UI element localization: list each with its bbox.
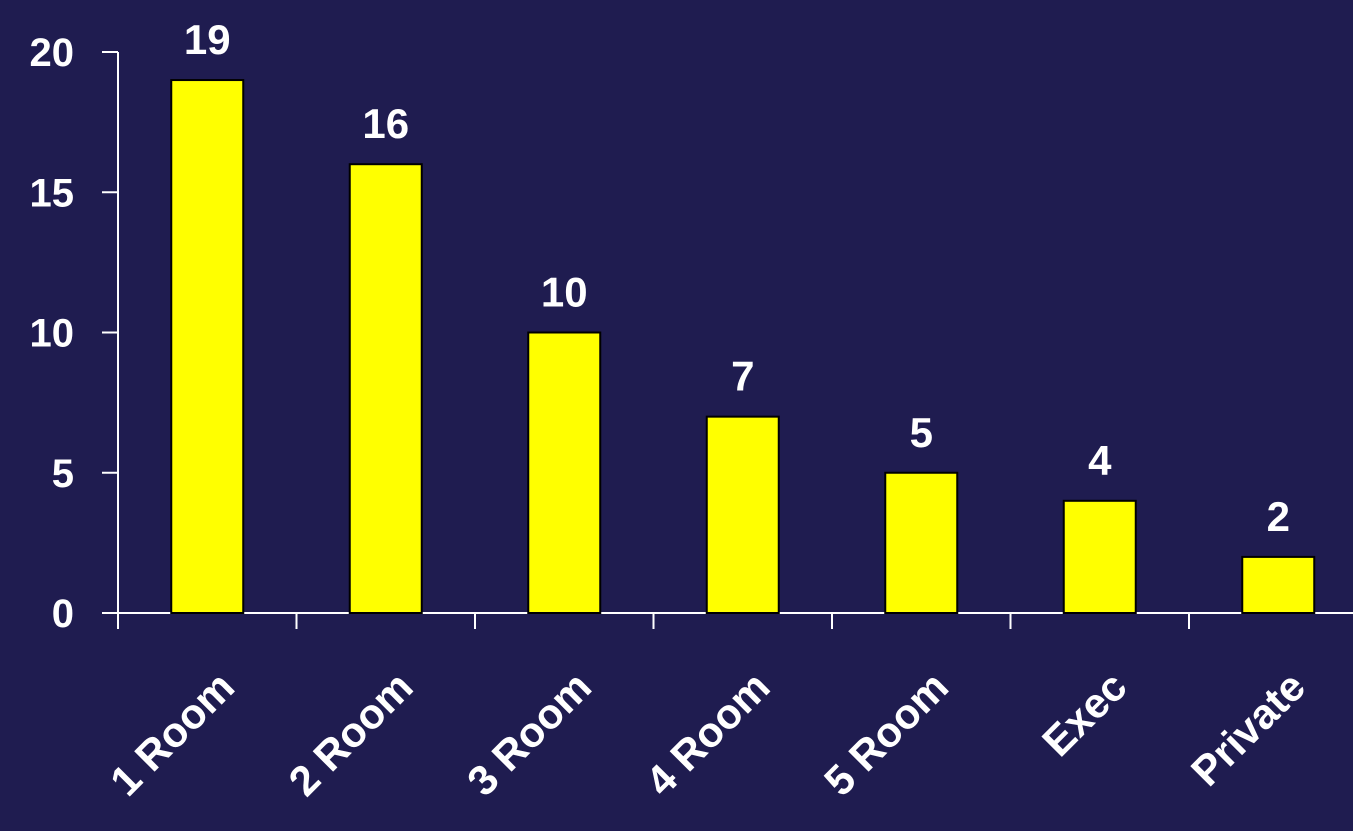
y-tick-label: 20 [30, 31, 75, 75]
bar [348, 163, 423, 614]
bar-value-label: 7 [731, 353, 754, 400]
bar [884, 471, 959, 614]
bar-value-label: 16 [362, 100, 409, 147]
bar [1241, 555, 1316, 615]
bars [170, 79, 1316, 615]
y-tick-label: 15 [30, 171, 75, 215]
bar-value-label: 5 [910, 409, 933, 456]
bar [527, 331, 602, 614]
y-tick-label: 0 [52, 592, 74, 636]
bar-value-label: 19 [184, 16, 231, 63]
bar-value-label: 2 [1267, 493, 1290, 540]
bar [705, 415, 780, 614]
data-labels: 19 16 10 7 5 4 2 [184, 16, 1290, 540]
y-tick-label: 10 [30, 312, 75, 356]
y-axis: 0 5 10 15 20 [30, 31, 119, 636]
y-tick-label: 5 [52, 452, 74, 496]
bar [1062, 499, 1137, 614]
bar-value-label: 10 [541, 269, 588, 316]
bar [170, 79, 245, 615]
bar-value-label: 4 [1088, 437, 1112, 484]
